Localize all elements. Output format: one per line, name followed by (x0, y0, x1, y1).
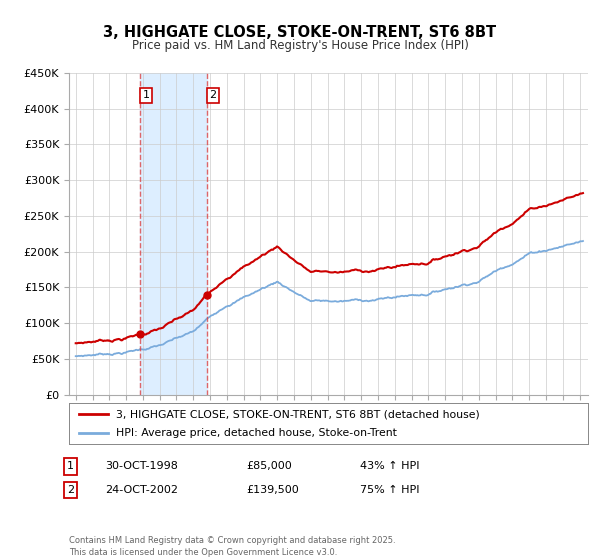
Text: HPI: Average price, detached house, Stoke-on-Trent: HPI: Average price, detached house, Stok… (116, 428, 397, 437)
Text: 1: 1 (67, 461, 74, 472)
Text: 3, HIGHGATE CLOSE, STOKE-ON-TRENT, ST6 8BT (detached house): 3, HIGHGATE CLOSE, STOKE-ON-TRENT, ST6 8… (116, 409, 479, 419)
Text: 2: 2 (209, 90, 217, 100)
Text: £139,500: £139,500 (246, 485, 299, 495)
Text: 1: 1 (143, 90, 149, 100)
Text: 3, HIGHGATE CLOSE, STOKE-ON-TRENT, ST6 8BT: 3, HIGHGATE CLOSE, STOKE-ON-TRENT, ST6 8… (103, 25, 497, 40)
Text: Contains HM Land Registry data © Crown copyright and database right 2025.
This d: Contains HM Land Registry data © Crown c… (69, 536, 395, 557)
Text: 43% ↑ HPI: 43% ↑ HPI (360, 461, 419, 472)
Text: 24-OCT-2002: 24-OCT-2002 (105, 485, 178, 495)
Text: £85,000: £85,000 (246, 461, 292, 472)
Text: 75% ↑ HPI: 75% ↑ HPI (360, 485, 419, 495)
Bar (140, 73, 207, 395)
Text: 2: 2 (67, 485, 74, 495)
Text: Price paid vs. HM Land Registry's House Price Index (HPI): Price paid vs. HM Land Registry's House … (131, 39, 469, 52)
Text: 30-OCT-1998: 30-OCT-1998 (105, 461, 178, 472)
